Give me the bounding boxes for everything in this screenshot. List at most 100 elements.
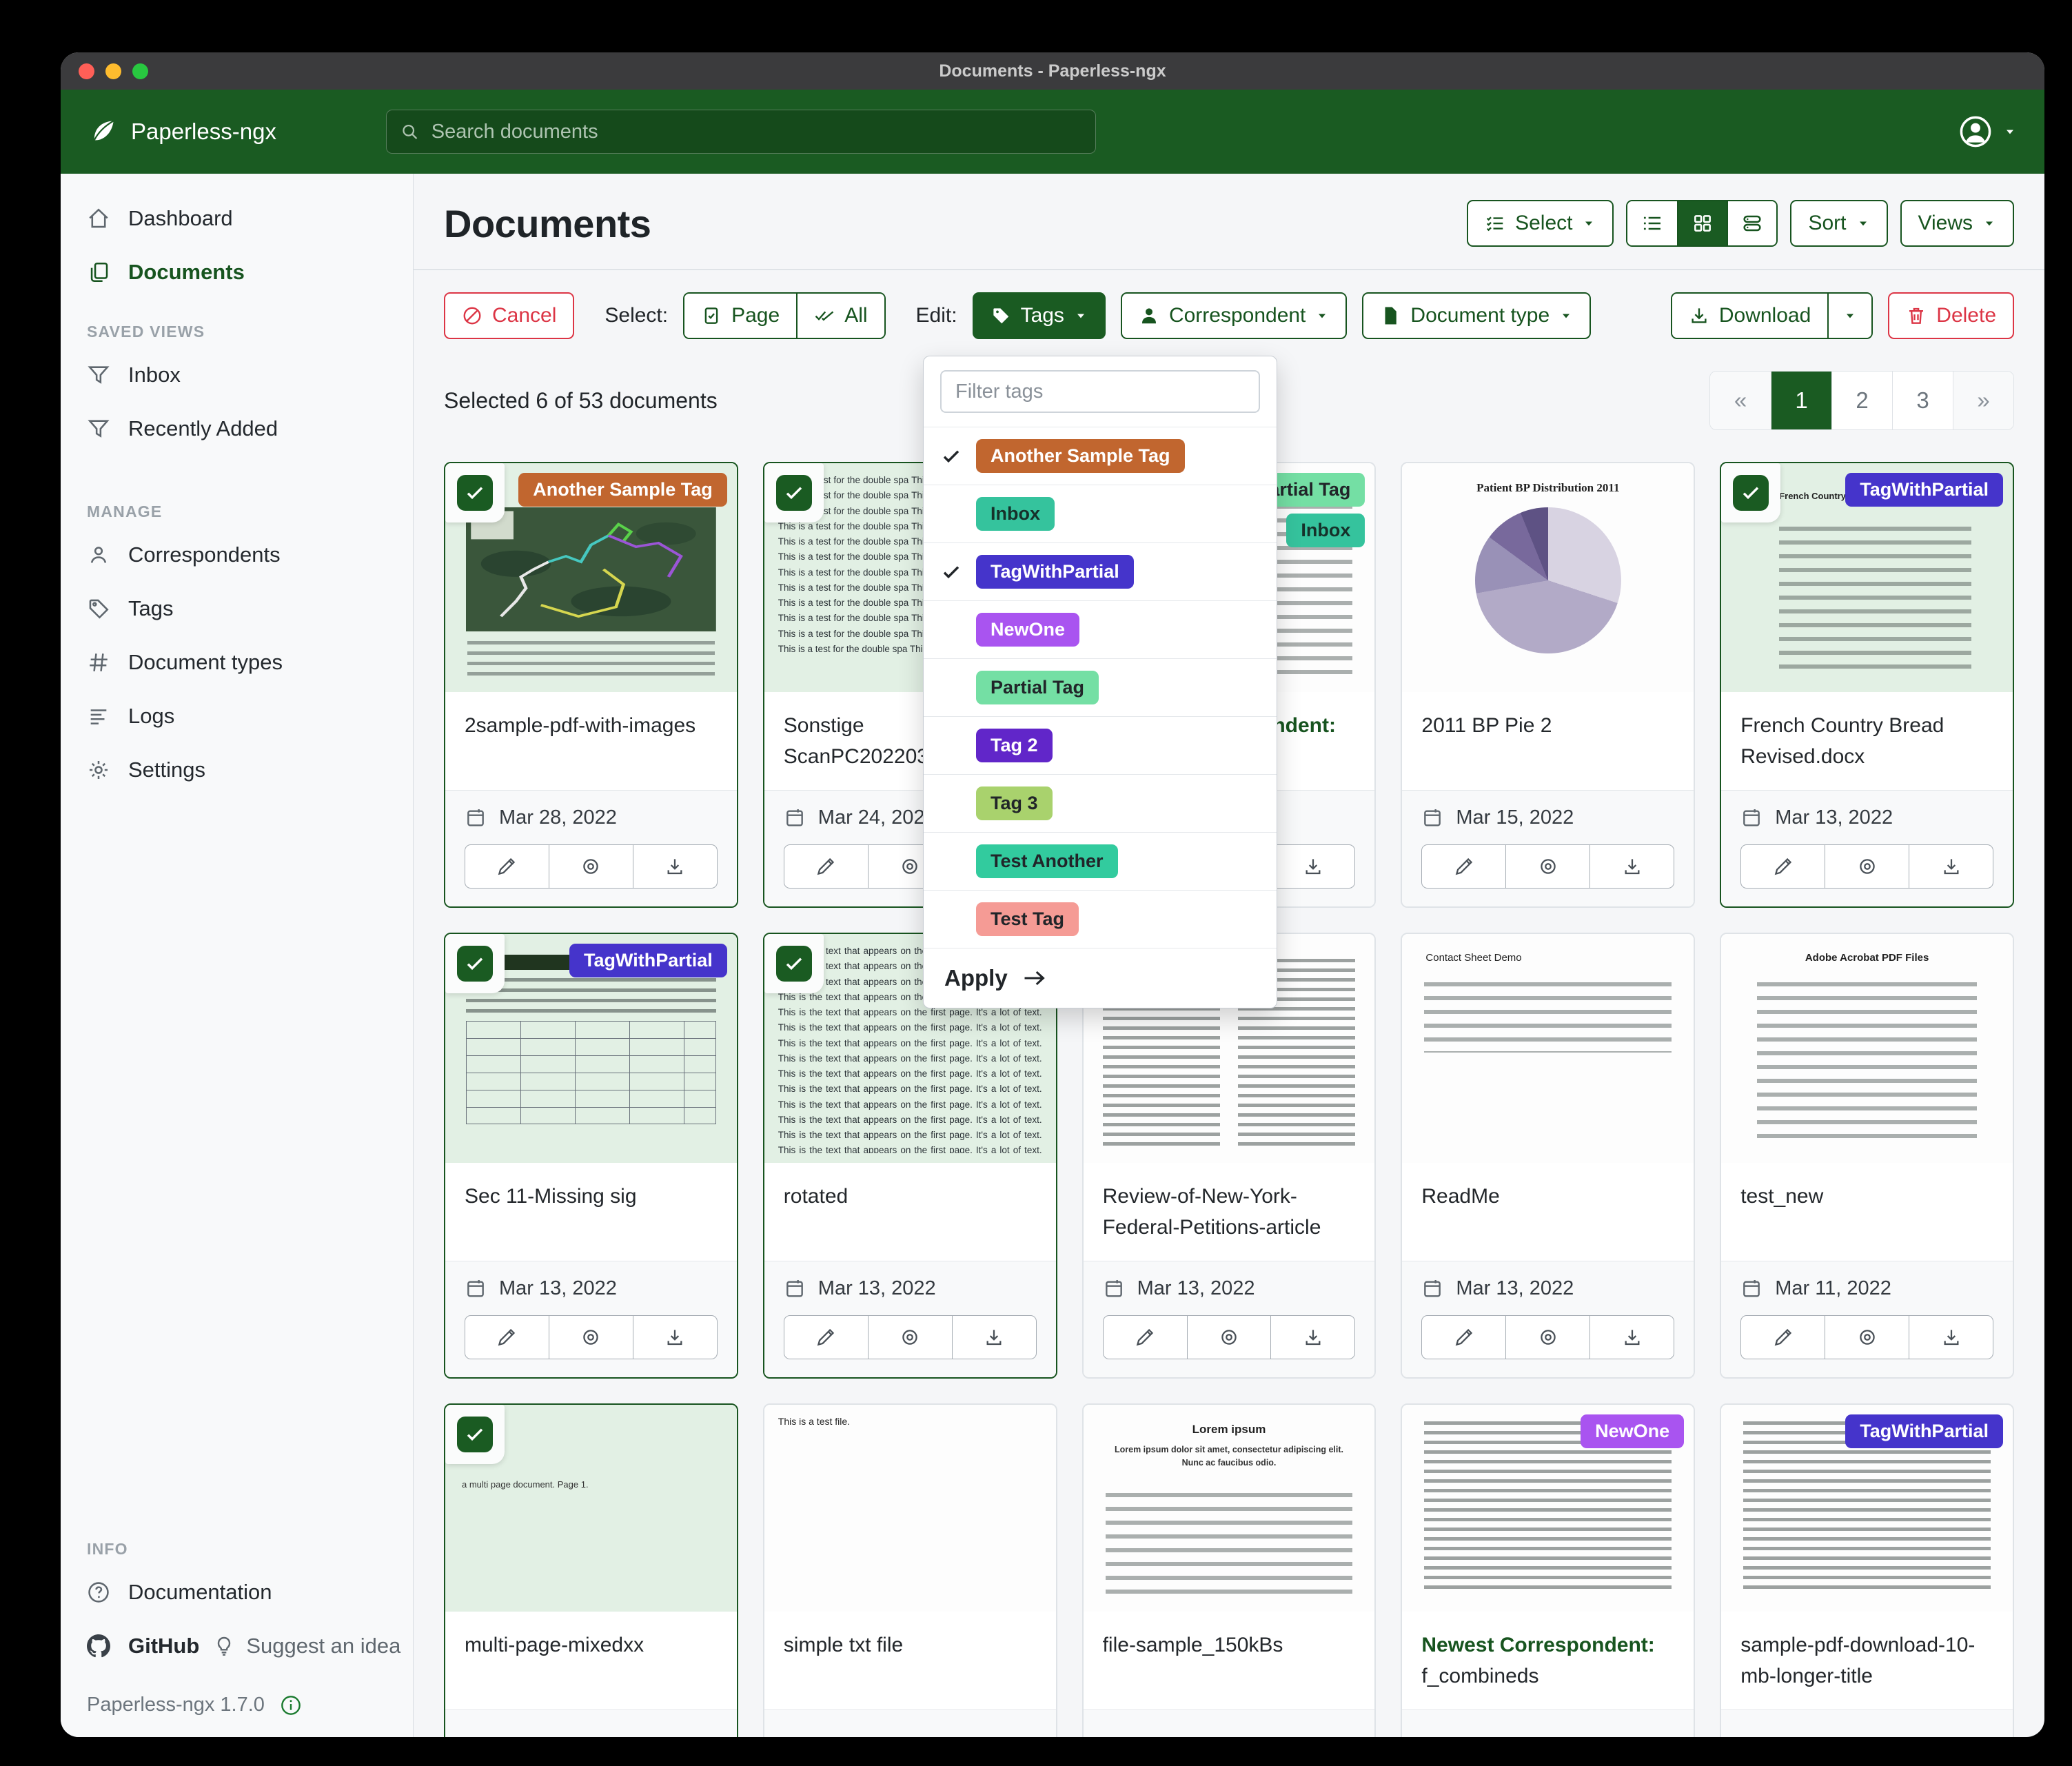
download-document-button[interactable] xyxy=(1909,845,1993,888)
edit-document-button[interactable] xyxy=(1104,1316,1187,1359)
download-document-button[interactable] xyxy=(1270,845,1354,888)
edit-document-button[interactable] xyxy=(465,1316,549,1359)
download-document-button[interactable] xyxy=(1589,845,1674,888)
sidebar-item-dashboard[interactable]: Dashboard xyxy=(61,192,413,245)
edit-document-button[interactable] xyxy=(1422,845,1505,888)
pagination-page-1[interactable]: 1 xyxy=(1771,372,1831,429)
edit-document-button[interactable] xyxy=(1741,845,1825,888)
edit-document-button[interactable] xyxy=(1741,1316,1825,1359)
cancel-button[interactable]: Cancel xyxy=(444,292,575,339)
view-document-button[interactable] xyxy=(548,845,633,888)
sidebar-item-settings[interactable]: Settings xyxy=(61,743,413,797)
view-document-button[interactable] xyxy=(867,1316,952,1359)
tags-dropdown-item[interactable]: TagWithPartial xyxy=(924,543,1277,601)
card-title[interactable]: rotated xyxy=(764,1163,1056,1261)
card-checkbox[interactable] xyxy=(445,934,505,993)
tags-filter-input[interactable] xyxy=(940,370,1260,413)
tags-dropdown-item[interactable]: Test Another xyxy=(924,833,1277,891)
sidebar-item-inbox[interactable]: Inbox xyxy=(61,348,413,402)
tag-badge[interactable]: Tag 3 xyxy=(976,786,1053,820)
close-window-button[interactable] xyxy=(79,63,94,79)
detail-view-button[interactable] xyxy=(1727,201,1777,245)
card-title[interactable]: ReadMe xyxy=(1402,1163,1694,1261)
card-title[interactable]: Sec 11-Missing sig xyxy=(445,1163,737,1261)
document-thumbnail[interactable]: Lorem ipsum Lorem ipsum dolor sit amet, … xyxy=(1083,1405,1375,1612)
document-thumbnail[interactable]: Contact Sheet Demo xyxy=(1402,934,1694,1163)
tag-badge[interactable]: Inbox xyxy=(1286,514,1365,547)
edit-tags-button[interactable]: Tags xyxy=(972,292,1106,339)
user-menu[interactable] xyxy=(1958,114,2017,150)
sidebar-item-recently-added[interactable]: Recently Added xyxy=(61,402,413,456)
card-checkbox[interactable] xyxy=(764,934,824,993)
document-thumbnail[interactable]: TagWithPartial French Country Bread xyxy=(1721,463,2013,692)
card-checkbox[interactable] xyxy=(1721,463,1781,522)
sort-button[interactable]: Sort xyxy=(1790,200,1888,247)
tags-dropdown-item[interactable]: NewOne xyxy=(924,601,1277,659)
brand[interactable]: Paperless-ngx xyxy=(88,116,386,147)
tag-badge[interactable]: Test Another xyxy=(976,844,1118,878)
document-card[interactable]: NewOne Newest Correspondent: f_combineds xyxy=(1401,1403,1696,1737)
sidebar-item-document-types[interactable]: Document types xyxy=(61,636,413,689)
sidebar-item-tags[interactable]: Tags xyxy=(61,582,413,636)
search-input[interactable] xyxy=(429,119,1081,144)
apply-tags-button[interactable]: Apply xyxy=(924,948,1277,1008)
document-thumbnail[interactable]: TagWithPartial xyxy=(445,934,737,1163)
view-document-button[interactable] xyxy=(867,845,952,888)
download-document-button[interactable] xyxy=(1589,1316,1674,1359)
tag-badge[interactable]: TagWithPartial xyxy=(1845,473,2003,507)
tags-dropdown-item[interactable]: Another Sample Tag xyxy=(924,427,1277,485)
pagination-prev[interactable]: « xyxy=(1710,372,1771,429)
download-document-button[interactable] xyxy=(632,845,717,888)
view-document-button[interactable] xyxy=(1505,1316,1589,1359)
list-view-button[interactable] xyxy=(1627,201,1678,245)
minimize-window-button[interactable] xyxy=(105,63,121,79)
tag-badge[interactable]: NewOne xyxy=(976,613,1080,647)
document-card[interactable]: Adobe Acrobat PDF Files test_new Mar 11,… xyxy=(1720,933,2014,1379)
document-card[interactable]: This is a test file. simple txt file xyxy=(762,1403,1057,1737)
card-title[interactable]: multi-page-mixedxx xyxy=(445,1612,737,1709)
tags-dropdown-item[interactable]: Tag 3 xyxy=(924,775,1277,833)
download-document-button[interactable] xyxy=(1909,1316,1993,1359)
select-dropdown-button[interactable]: Select xyxy=(1467,200,1614,247)
tags-dropdown-item[interactable]: Partial Tag xyxy=(924,659,1277,717)
view-document-button[interactable] xyxy=(548,1316,633,1359)
edit-document-button[interactable] xyxy=(1422,1316,1505,1359)
card-correspondent[interactable]: Newest Correspondent: xyxy=(1421,1634,1655,1656)
tag-badge[interactable]: Partial Tag xyxy=(976,671,1099,704)
delete-button[interactable]: Delete xyxy=(1888,292,2014,339)
tag-badge[interactable]: NewOne xyxy=(1581,1414,1685,1448)
edit-document-type-button[interactable]: Document type xyxy=(1362,292,1592,339)
document-card[interactable]: Review-of-New-York-Federal-Petitions-art… xyxy=(1081,933,1377,1379)
tag-badge[interactable]: TagWithPartial xyxy=(1845,1414,2003,1448)
tag-badge[interactable]: TagWithPartial xyxy=(569,944,727,977)
document-thumbnail[interactable]: NewOne xyxy=(1402,1405,1694,1612)
sidebar-item-documentation[interactable]: Documentation xyxy=(61,1565,413,1619)
document-card[interactable]: TagWithPartial Sec 11-Missing sig Mar 13… xyxy=(444,933,738,1379)
download-button[interactable]: Download xyxy=(1672,294,1828,338)
sidebar-item-github[interactable]: GitHub xyxy=(61,1619,206,1673)
sidebar-item-logs[interactable]: Logs xyxy=(61,689,413,743)
pagination-page-2[interactable]: 2 xyxy=(1831,372,1892,429)
select-page-button[interactable]: Page xyxy=(684,294,797,338)
card-title[interactable]: Newest Correspondent: f_combineds xyxy=(1402,1612,1694,1709)
maximize-window-button[interactable] xyxy=(132,63,148,79)
grid-view-button[interactable] xyxy=(1677,201,1727,245)
view-document-button[interactable] xyxy=(1505,845,1589,888)
card-title[interactable]: test_new xyxy=(1721,1163,2013,1261)
document-card[interactable]: a multi page document. Page 1. multi-pag… xyxy=(444,1403,738,1737)
tags-dropdown-item[interactable]: Test Tag xyxy=(924,891,1277,948)
card-title[interactable]: Review-of-New-York-Federal-Petitions-art… xyxy=(1084,1163,1375,1261)
pagination-page-3[interactable]: 3 xyxy=(1892,372,1953,429)
view-document-button[interactable] xyxy=(1825,845,1909,888)
edit-document-button[interactable] xyxy=(784,845,868,888)
download-document-button[interactable] xyxy=(1270,1316,1354,1359)
tag-badge[interactable]: Test Tag xyxy=(976,902,1079,936)
download-options-button[interactable] xyxy=(1827,294,1872,338)
document-card[interactable]: TagWithPartial sample-pdf-download-10-mb… xyxy=(1720,1403,2014,1737)
document-card[interactable]: Patient BP Distribution 2011 2011 BP Pie… xyxy=(1401,462,1696,908)
document-thumbnail[interactable]: TagWithPartial xyxy=(1721,1405,2013,1612)
document-card[interactable]: Another Sample Tag 2sample-pdf-with-imag… xyxy=(444,462,738,908)
document-thumbnail[interactable]: Adobe Acrobat PDF Files xyxy=(1721,934,2013,1163)
tag-badge[interactable]: Another Sample Tag xyxy=(518,473,727,507)
sidebar-item-suggest-idea[interactable]: Suggest an idea xyxy=(206,1619,407,1673)
